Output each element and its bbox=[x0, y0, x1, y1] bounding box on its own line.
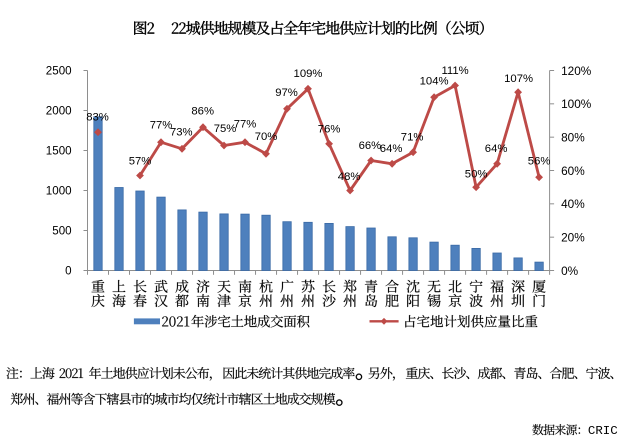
svg-text:111%: 111% bbox=[441, 65, 468, 77]
svg-text:104%: 104% bbox=[420, 76, 449, 88]
svg-text:109%: 109% bbox=[294, 68, 323, 80]
svg-text:77%: 77% bbox=[150, 119, 173, 131]
svg-text:83%: 83% bbox=[86, 111, 109, 123]
svg-text:1000: 1000 bbox=[46, 185, 72, 198]
svg-text:50%: 50% bbox=[465, 168, 488, 180]
svg-text:2500: 2500 bbox=[46, 65, 72, 78]
svg-text:75%: 75% bbox=[214, 123, 237, 135]
svg-text:2000: 2000 bbox=[46, 105, 72, 118]
svg-text:40%: 40% bbox=[561, 197, 585, 211]
svg-text:70%: 70% bbox=[255, 131, 278, 143]
svg-text:80%: 80% bbox=[561, 131, 585, 145]
svg-text:48%: 48% bbox=[338, 171, 361, 183]
svg-text:97%: 97% bbox=[275, 87, 298, 99]
svg-text:64%: 64% bbox=[380, 143, 403, 155]
svg-text:60%: 60% bbox=[561, 164, 585, 178]
svg-text:77%: 77% bbox=[234, 118, 257, 130]
svg-text:56%: 56% bbox=[528, 156, 551, 168]
svg-text:57%: 57% bbox=[129, 155, 152, 167]
svg-text:100%: 100% bbox=[561, 97, 592, 111]
svg-text:64%: 64% bbox=[485, 143, 508, 155]
svg-text:120%: 120% bbox=[561, 64, 592, 78]
svg-text:CRIC: CRIC bbox=[588, 424, 618, 438]
svg-text:0: 0 bbox=[65, 265, 71, 278]
svg-text:500: 500 bbox=[52, 225, 71, 238]
svg-text:1500: 1500 bbox=[46, 145, 72, 158]
svg-text:86%: 86% bbox=[191, 105, 214, 117]
svg-text:76%: 76% bbox=[318, 123, 341, 135]
svg-text:73%: 73% bbox=[170, 126, 193, 138]
svg-text:107%: 107% bbox=[504, 73, 533, 85]
svg-text:71%: 71% bbox=[401, 131, 424, 143]
svg-text:0%: 0% bbox=[561, 264, 579, 278]
svg-text:20%: 20% bbox=[561, 231, 585, 245]
svg-text:66%: 66% bbox=[359, 140, 382, 152]
